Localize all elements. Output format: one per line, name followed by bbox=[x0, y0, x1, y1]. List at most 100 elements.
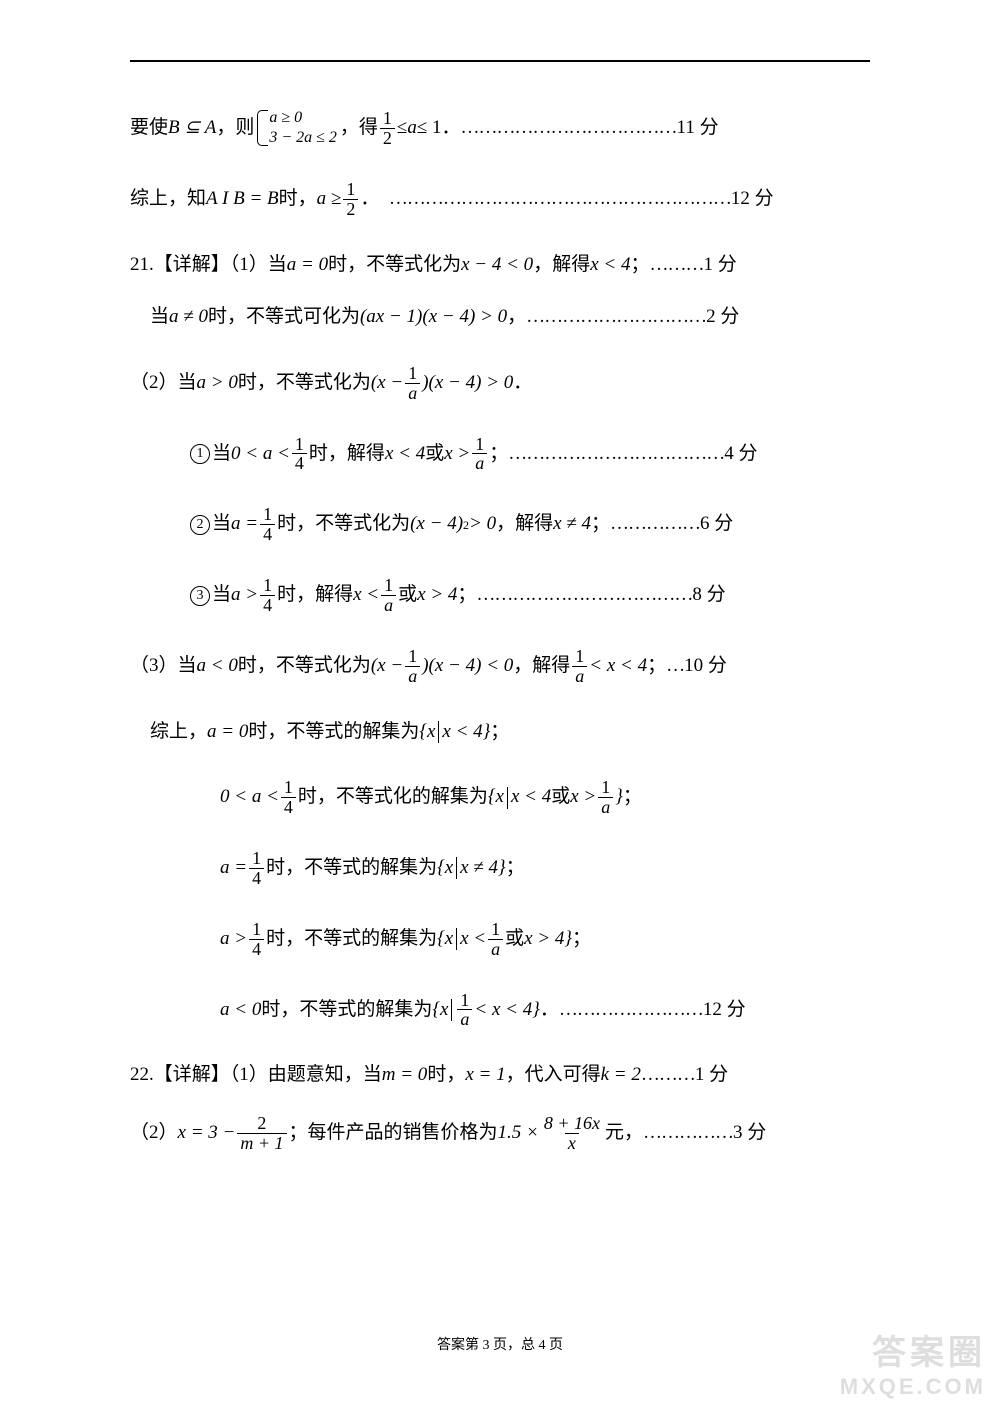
text: ； bbox=[490, 718, 509, 747]
math: {x bbox=[437, 925, 453, 954]
text: 时，不等式的解集为 bbox=[266, 925, 437, 954]
math: x < bbox=[460, 925, 486, 954]
leader-dots: …………… bbox=[610, 510, 700, 539]
leader-dots: …………………… bbox=[559, 996, 703, 1025]
text: 综上， bbox=[150, 718, 207, 747]
line-11: 0 < a < 14 时，不等式化的解集为 {x x < 4 或 x > 1a … bbox=[130, 778, 870, 817]
text: （2）当 bbox=[130, 369, 197, 398]
math: a bbox=[407, 114, 417, 143]
points: 11 分 bbox=[677, 114, 719, 143]
text: ，得 bbox=[340, 114, 378, 143]
math: x < bbox=[353, 581, 379, 610]
line-15: 22.【详解】（1）由题意知，当 m = 0 时， x = 1 ，代入可得 k … bbox=[130, 1061, 870, 1090]
text: ； bbox=[623, 783, 642, 812]
text: 或 bbox=[425, 440, 444, 469]
line-9: （3）当 a < 0 时，不等式化为 (x − 1a )(x − 4) < 0 … bbox=[130, 647, 870, 686]
math: x = 3 − bbox=[178, 1119, 236, 1148]
math: x > bbox=[444, 440, 470, 469]
text: （2） bbox=[130, 1119, 178, 1148]
math: {x bbox=[437, 854, 453, 883]
math: a = bbox=[220, 854, 247, 883]
text: ． bbox=[360, 185, 379, 214]
text: 当 bbox=[150, 303, 169, 332]
text: 时， bbox=[279, 185, 317, 214]
text: ≤ 1． bbox=[417, 114, 461, 143]
text: 元， bbox=[605, 1119, 643, 1148]
math: x > bbox=[570, 783, 596, 812]
set-bar bbox=[507, 787, 508, 809]
leader-dots: ………………………… bbox=[526, 303, 706, 332]
math: 1.5 × bbox=[498, 1119, 539, 1148]
text: ； bbox=[489, 440, 508, 469]
math: } bbox=[564, 925, 572, 954]
text: 22.【详解】（1）由题意知，当 bbox=[130, 1061, 382, 1090]
points: 10 分 bbox=[684, 652, 727, 681]
watermark-en: MXQE.COM bbox=[840, 1374, 986, 1400]
leader-dots: ………………………………………………… bbox=[389, 185, 731, 214]
math: a < 0 bbox=[220, 996, 261, 1025]
circled-1: 1 bbox=[190, 444, 210, 464]
set-bar bbox=[456, 857, 457, 879]
math: )(x − 4) < 0 bbox=[422, 652, 513, 681]
points: 1 分 bbox=[703, 251, 736, 280]
frac-1-over-a: 1a bbox=[598, 778, 613, 817]
text: 或 bbox=[505, 925, 524, 954]
text: （3）当 bbox=[130, 652, 197, 681]
math: } bbox=[498, 854, 506, 883]
text: ，解得 bbox=[533, 251, 590, 280]
frac-half: 12 bbox=[380, 109, 395, 148]
text: 时，不等式可化为 bbox=[208, 303, 360, 332]
text: 当 bbox=[212, 510, 231, 539]
text: ； bbox=[506, 854, 525, 883]
math: (ax − 1)(x − 4) > 0 bbox=[360, 303, 507, 332]
math: (x − bbox=[371, 369, 403, 398]
math: a < 0 bbox=[197, 652, 238, 681]
line-3: 21.【详解】（1）当 a = 0 时，不等式化为 x − 4 < 0 ，解得 … bbox=[130, 251, 870, 280]
math: x < 4 bbox=[385, 440, 425, 469]
math: a = 0 bbox=[207, 718, 248, 747]
math: x = 1 bbox=[465, 1061, 505, 1090]
math: {x bbox=[432, 996, 448, 1025]
line-6: 1 当 0 < a < 14 时，解得 x < 4 或 x > 1a ； ………… bbox=[130, 435, 870, 474]
text: 21.【详解】（1）当 bbox=[130, 251, 287, 280]
math: } bbox=[483, 718, 491, 747]
page-content: 要使 B ⊆ A ，则 a ≥ 0 3 − 2a ≤ 2 ，得 12 ≤ a ≤… bbox=[130, 60, 870, 1177]
frac-quarter: 14 bbox=[249, 920, 264, 959]
line-1: 要使 B ⊆ A ，则 a ≥ 0 3 − 2a ≤ 2 ，得 12 ≤ a ≤… bbox=[130, 108, 870, 148]
frac-quarter: 14 bbox=[260, 505, 275, 544]
points: 12 分 bbox=[703, 996, 746, 1025]
line-8: 3 当 a > 14 时，解得 x < 1a 或 x > 4 ； …………………… bbox=[130, 576, 870, 615]
frac-1-over-a: 1a bbox=[472, 435, 487, 474]
text: 时，解得 bbox=[309, 440, 385, 469]
frac-8-16x-over-x: 8 + 16xx bbox=[541, 1114, 603, 1153]
circled-2: 2 bbox=[190, 515, 210, 535]
text: 要使 bbox=[130, 114, 168, 143]
frac-1-over-a: 1a bbox=[488, 920, 503, 959]
frac-quarter: 14 bbox=[281, 778, 296, 817]
top-rule bbox=[130, 60, 870, 62]
points: 8 分 bbox=[692, 581, 725, 610]
math: < x < 4 bbox=[474, 996, 532, 1025]
text: 时，不等式化为 bbox=[277, 510, 410, 539]
line-7: 2 当 a = 14 时，不等式化为 (x − 4)2 > 0 ，解得 x ≠ … bbox=[130, 505, 870, 544]
math: a > 0 bbox=[197, 369, 238, 398]
text: ， bbox=[507, 303, 526, 332]
math: x − 4 < 0 bbox=[461, 251, 533, 280]
text: 时，不等式化为 bbox=[238, 652, 371, 681]
text: ； bbox=[572, 925, 591, 954]
line-10: 综上， a = 0 时，不等式的解集为 {x x < 4 } ； bbox=[130, 718, 870, 747]
watermark-cn: 答案圈 bbox=[840, 1325, 986, 1374]
text: 时，不等式的解集为 bbox=[248, 718, 419, 747]
circled-3: 3 bbox=[190, 586, 210, 606]
points: 3 分 bbox=[733, 1119, 766, 1148]
text: ≤ bbox=[397, 114, 407, 143]
math: x > 4 bbox=[417, 581, 457, 610]
math: x < 4 bbox=[590, 251, 630, 280]
math: a = 0 bbox=[287, 251, 328, 280]
leader-dots: ……………………………… bbox=[476, 581, 692, 610]
text: 时，解得 bbox=[277, 581, 353, 610]
math: (x − bbox=[371, 652, 403, 681]
frac-1-over-a: 1a bbox=[572, 647, 587, 686]
math: A I B = B bbox=[206, 185, 279, 214]
frac-quarter: 14 bbox=[260, 576, 275, 615]
